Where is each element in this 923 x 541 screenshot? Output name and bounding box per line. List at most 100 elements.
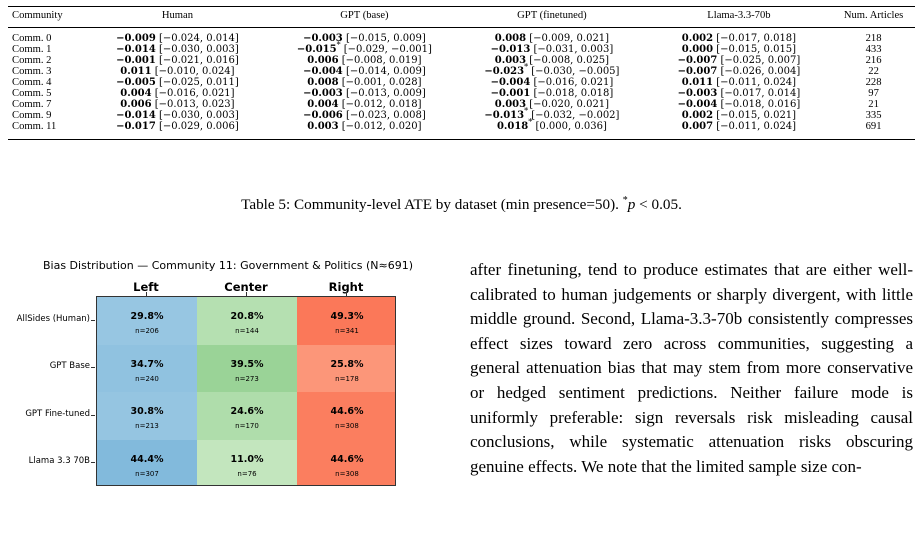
confidence-interval: [−0.029, 0.006]	[155, 121, 239, 133]
header-llama-3-3-70b: Llama-3.3-70b	[645, 6, 833, 28]
cell-count: n=144	[235, 327, 259, 335]
ate-estimate: 0.008	[307, 77, 339, 89]
ate-cell: −0.013* [−0.032, −0.002]	[458, 107, 646, 122]
ate-estimate: −0.001	[490, 88, 531, 100]
ate-estimate: −0.017	[116, 121, 156, 133]
heatmap-cell: 44.4% n=307	[97, 439, 197, 485]
heatmap-cell: 30.8% n=213	[97, 392, 197, 440]
ate-cell: 0.003 [−0.008, 0.025]	[458, 56, 646, 67]
confidence-interval: [−0.031, 0.003]	[530, 44, 614, 56]
ate-cell: −0.003 [−0.017, 0.014]	[646, 89, 832, 100]
ate-estimate: 0.008	[494, 33, 527, 45]
table-header-row: Community Human GPT (base) GPT (finetuned) L…	[8, 6, 915, 28]
ate-cell: −0.014 [−0.030, 0.003]	[84, 111, 270, 122]
cell-percent: 34.7%	[130, 358, 164, 370]
confidence-interval: [−0.016, 0.021]	[530, 77, 614, 89]
confidence-interval: [−0.011, 0.024]	[713, 77, 797, 89]
ate-estimate: −0.003	[303, 88, 343, 100]
ate-estimate: −0.001	[116, 55, 156, 67]
ate-cell: −0.009 [−0.024, 0.014]	[84, 27, 270, 45]
ate-cell: 0.011 [−0.011, 0.024]	[646, 78, 832, 89]
confidence-interval: [−0.001, 0.028]	[338, 77, 422, 89]
confidence-interval: [−0.023, 0.008]	[342, 110, 426, 122]
num-articles: 21	[868, 98, 879, 110]
column-label-left: Left	[133, 280, 159, 294]
confidence-interval: [−0.032, −0.002]	[528, 110, 620, 122]
cell-percent: 30.8%	[130, 406, 164, 417]
y-tick	[91, 367, 95, 369]
num-articles: 228	[865, 76, 882, 88]
confidence-interval: [−0.008, 0.019]	[338, 55, 422, 67]
confidence-interval: [−0.030, −0.005]	[528, 66, 620, 78]
heatmap-cell: 25.8% n=178	[297, 344, 395, 392]
ate-estimate: 0.000	[681, 44, 714, 56]
ate-cell: −0.023* [−0.030, −0.005]	[458, 63, 646, 78]
ate-estimate: −0.007	[677, 66, 718, 78]
num-articles: 335	[865, 109, 882, 121]
ate-cell: 0.000 [−0.015, 0.015]	[646, 45, 832, 56]
confidence-interval: [−0.011, 0.024]	[713, 121, 797, 133]
ate-estimate: −0.014	[116, 110, 156, 122]
confidence-interval: [−0.014, 0.009]	[342, 66, 426, 78]
cell-count: n=213	[135, 422, 159, 430]
heatmap-cell: 20.8% n=144	[197, 297, 297, 345]
cell-percent: 39.5%	[230, 358, 264, 370]
heatmap-cell: 44.6% n=308	[297, 392, 395, 440]
ate-estimate: −0.009	[116, 33, 156, 45]
ate-cell: −0.001 [−0.021, 0.016]	[84, 56, 270, 67]
table-row: Comm. 4 −0.005 [−0.025, 0.011] 0.008 [−0.0…	[8, 76, 915, 89]
cell-count: n=307	[135, 469, 159, 478]
ate-estimate: −0.015	[296, 44, 337, 56]
heatmap-cell: 34.7% n=240	[97, 344, 197, 392]
ate-estimate: −0.007	[677, 55, 718, 67]
ate-cell: 0.002 [−0.015, 0.021]	[646, 111, 832, 122]
ate-estimate: 0.018	[496, 121, 529, 133]
cell-percent: 24.6%	[230, 406, 264, 417]
ate-cell: 0.008 [−0.001, 0.028]	[271, 78, 459, 89]
cell-percent: 29.8%	[130, 311, 164, 322]
ate-estimate: 0.002	[681, 110, 714, 122]
ate-cell: −0.005 [−0.025, 0.011]	[84, 78, 270, 89]
cell-percent: 49.3%	[330, 311, 364, 322]
ate-cell: −0.001 [−0.018, 0.018]	[458, 89, 646, 100]
confidence-interval: [−0.009, 0.021]	[526, 33, 610, 45]
cell-percent: 44.6%	[330, 406, 364, 417]
ate-estimate: −0.003	[303, 33, 343, 45]
cell-percent: 44.6%	[330, 453, 364, 465]
ate-estimate: −0.004	[303, 66, 343, 78]
ate-cell: −0.013 [−0.031, 0.003]	[458, 45, 646, 56]
table-body: Comm. 0 −0.009 [−0.024, 0.014] −0.003 [−0.…	[8, 27, 915, 140]
table-row: Comm. 7 0.006 [−0.013, 0.023] 0.004 [−0.01…	[8, 98, 915, 111]
ate-table: Community Human GPT (base) GPT (finetuned) L…	[8, 6, 915, 140]
ate-estimate: 0.011	[681, 77, 714, 89]
heatmap-cell: 11.0% n=76	[197, 439, 297, 485]
ate-estimate: 0.006	[307, 55, 339, 67]
community-name: Comm. 2	[12, 54, 52, 66]
ate-cell: 0.004 [−0.012, 0.018]	[271, 100, 459, 111]
confidence-interval: [−0.026, 0.004]	[717, 66, 801, 78]
table-row: Comm. 5 0.004 [−0.016, 0.021] −0.003 [−0.0…	[8, 88, 915, 100]
community-name: Comm. 4	[12, 76, 52, 88]
cell-percent: 44.4%	[130, 453, 164, 465]
x-tick	[146, 292, 147, 296]
ate-cell: −0.015* [−0.029, −0.001]	[271, 41, 459, 56]
confidence-interval: [−0.025, 0.011]	[155, 77, 239, 89]
table-row: Comm. 3 0.011 [−0.010, 0.024] −0.004 [−0.0…	[8, 63, 915, 78]
confidence-interval: [−0.018, 0.016]	[717, 99, 801, 111]
community-name: Comm. 11	[8, 121, 85, 140]
ate-estimate: 0.003	[494, 55, 527, 67]
header-num-articles: Num. Articles	[832, 6, 915, 28]
confidence-interval: [0.000, 0.036]	[532, 121, 607, 133]
cell-count: n=178	[335, 374, 359, 383]
caption-p: p	[627, 196, 636, 214]
cell-count: n=170	[235, 422, 259, 430]
heatmap-cell: 44.6% n=308	[297, 439, 395, 485]
confidence-interval: [−0.013, 0.023]	[151, 99, 235, 111]
significance-star: *	[336, 40, 341, 50]
table-row: Comm. 9 −0.014 [−0.030, 0.003] −0.006 [−0.…	[8, 107, 915, 122]
heatmap-cell: 24.6% n=170	[197, 392, 297, 440]
ate-cell: −0.004 [−0.018, 0.016]	[646, 100, 832, 111]
ate-estimate: 0.006	[120, 99, 152, 111]
ate-cell: −0.017 [−0.029, 0.006]	[84, 121, 271, 140]
num-articles: 216	[865, 54, 882, 66]
